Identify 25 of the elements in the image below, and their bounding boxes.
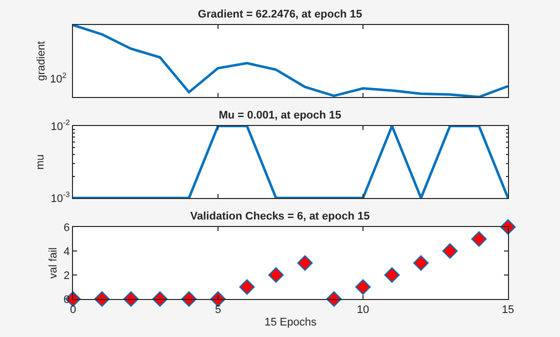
chart-title: Validation Checks = 6, at epoch 15 [190, 210, 370, 223]
y-tick-label: 4 [64, 246, 70, 258]
point [268, 267, 284, 283]
y-tick-label: 0 [64, 294, 70, 306]
x-tick-label: 15 [502, 304, 514, 316]
point [442, 243, 458, 259]
x-tick-label: 5 [214, 304, 222, 316]
y-tick-label: 10$^{-3}$ [50, 190, 70, 205]
point [355, 279, 371, 295]
point [239, 279, 255, 295]
chart-title: Mu = 0.001, at epoch 15 [218, 110, 342, 122]
y-tick-label: 10$^{-2}$ [50, 118, 70, 133]
y-axis-title: gradient [36, 41, 48, 81]
y-axis-title: mu [34, 154, 46, 170]
text: 10$^{2}$ [50, 71, 67, 86]
chart-title: Gradient = 62.2476, at epoch 15 [198, 8, 362, 21]
x-tick-label: 10 [356, 304, 370, 316]
point [413, 255, 429, 271]
y-axis-title: val fail [47, 247, 60, 279]
y-tick-label: 2 [64, 270, 70, 282]
point [384, 267, 400, 283]
point [297, 255, 313, 271]
x-axis-title: 15 Epochs [264, 316, 317, 328]
point [471, 231, 487, 247]
y-tick-label: 6 [64, 222, 70, 234]
